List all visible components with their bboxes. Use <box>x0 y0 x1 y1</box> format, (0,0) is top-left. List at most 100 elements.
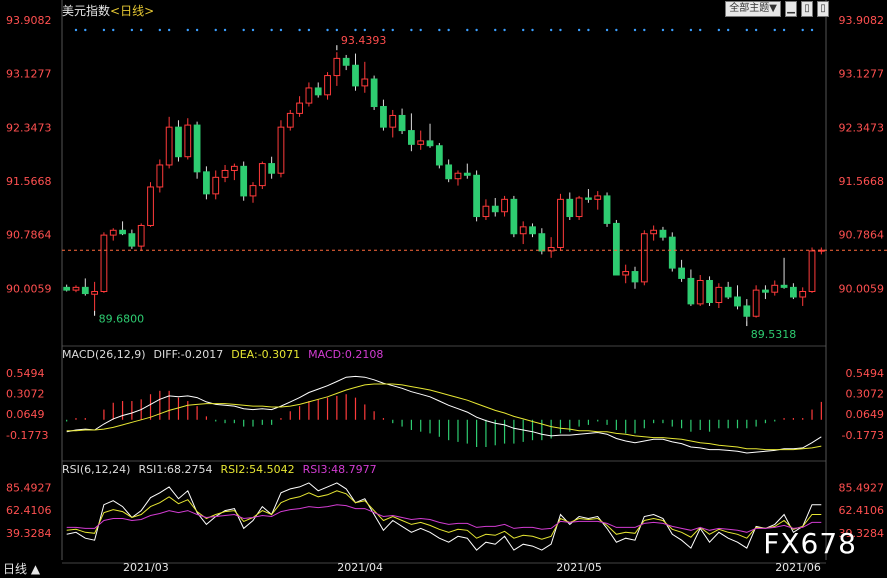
candle-body <box>305 87 313 104</box>
macd-tick-left: -0.1773 <box>6 429 48 442</box>
signal-dot <box>102 28 106 32</box>
candle-body <box>380 106 387 128</box>
macd-name: MACD(26,12,9) <box>62 348 146 361</box>
y-tick-left: 91.5668 <box>6 175 52 188</box>
signal-dot <box>410 28 413 32</box>
signal-dot <box>130 28 134 32</box>
candle-body <box>324 75 331 96</box>
candle-body <box>137 224 145 247</box>
rsi-tick-left: 62.4106 <box>6 504 52 517</box>
rsi-tick-right: 62.4106 <box>839 504 885 517</box>
signal-dot <box>615 28 618 32</box>
candle-body <box>175 126 182 158</box>
y-tick-left: 90.7864 <box>6 229 52 242</box>
candle-body <box>771 284 779 293</box>
candle-body <box>594 195 602 200</box>
signal-dot <box>223 28 227 32</box>
period-switch[interactable]: 日线 ▲ <box>3 562 41 576</box>
macd-tick-left: 0.5494 <box>6 367 45 380</box>
candle-body <box>603 195 611 224</box>
candle-body <box>715 286 723 303</box>
signal-dot <box>577 28 581 32</box>
candle-body <box>575 197 583 218</box>
candle-body <box>296 102 303 114</box>
candle-body <box>258 163 266 187</box>
candle-body <box>286 112 294 128</box>
macd-label: MACD(26,12,9) DIFF:-0.2017 DEA:-0.3071 MACD… <box>62 348 391 361</box>
signal-dot <box>214 28 217 32</box>
signal-dot <box>699 28 702 32</box>
candle-body <box>547 246 555 252</box>
candle-body <box>622 271 630 276</box>
candle-body <box>724 286 732 298</box>
chart-title: 美元指数<日线> <box>62 2 154 19</box>
y-tick-right: 93.1277 <box>839 68 885 81</box>
signal-dot <box>167 28 171 32</box>
y-tick-right: 93.9082 <box>839 14 885 27</box>
signal-dot <box>419 28 422 32</box>
signal-dot <box>605 28 609 32</box>
candle-body <box>91 290 98 295</box>
signal-dot <box>242 28 245 32</box>
candle-body <box>519 226 527 235</box>
candle-body <box>463 172 471 176</box>
signal-dot <box>801 28 804 32</box>
candle-body <box>193 124 201 173</box>
window-icon[interactable]: ▯ <box>801 1 813 17</box>
signal-dot <box>307 28 311 32</box>
candle-body <box>473 174 480 218</box>
candle-body <box>557 198 564 248</box>
signal-dot <box>195 28 199 32</box>
candle-body <box>156 164 164 188</box>
candle-body <box>566 198 574 218</box>
x-tick-label: 2021/05 <box>556 561 602 574</box>
signal-dot <box>521 28 525 32</box>
candle-body <box>221 169 229 178</box>
candle-body <box>147 186 154 226</box>
signal-dot <box>633 28 637 32</box>
candle-body <box>454 172 462 180</box>
candle-body <box>63 286 71 291</box>
watermark: FX678 <box>763 527 857 560</box>
macd-diff: DIFF:-0.2017 <box>153 348 224 361</box>
signal-dot <box>475 28 478 32</box>
x-tick-label: 2021/04 <box>337 561 383 574</box>
signal-dot <box>391 28 394 32</box>
candle-body <box>706 279 713 303</box>
macd-tick-right: 0.0649 <box>846 408 885 421</box>
period-label[interactable]: <日线> <box>110 4 155 18</box>
y-tick-right: 92.3473 <box>839 121 885 134</box>
macd-tick-right: -0.1773 <box>842 429 884 442</box>
candle-body <box>501 198 508 213</box>
rsi-2: RSI2:54.5042 <box>220 463 295 476</box>
rsi-3: RSI3:48.7977 <box>302 463 377 476</box>
candle-body <box>119 229 126 235</box>
macd-value: MACD:0.2108 <box>308 348 384 361</box>
candle-body <box>799 290 807 298</box>
candle-body <box>184 124 192 158</box>
rsi-tick-left: 85.4927 <box>6 481 52 494</box>
signal-dot <box>158 28 162 32</box>
signal-dot <box>717 28 721 32</box>
signal-dot <box>810 28 814 32</box>
candle-body <box>780 284 788 288</box>
candle-body <box>314 87 322 96</box>
signal-dot <box>503 28 506 32</box>
minimize-icon[interactable]: ▁ <box>785 1 797 17</box>
candle-body <box>268 163 276 174</box>
candle-body <box>370 78 378 108</box>
x-tick-label: 2021/06 <box>775 561 821 574</box>
candle-body <box>249 185 257 197</box>
candle-body <box>790 286 797 298</box>
instrument-label: 美元指数 <box>62 4 111 18</box>
candle-body <box>612 222 620 276</box>
rsi-tick-right: 85.4927 <box>839 481 885 494</box>
x-tick-label: 2021/03 <box>123 561 169 574</box>
candle-body <box>342 57 350 66</box>
close-icon[interactable]: ▯ <box>817 1 829 17</box>
signal-dot <box>335 28 339 32</box>
candle-body <box>352 64 359 87</box>
signal-dot <box>661 28 665 32</box>
theme-dropdown[interactable]: 全部主题▼ <box>725 1 781 17</box>
